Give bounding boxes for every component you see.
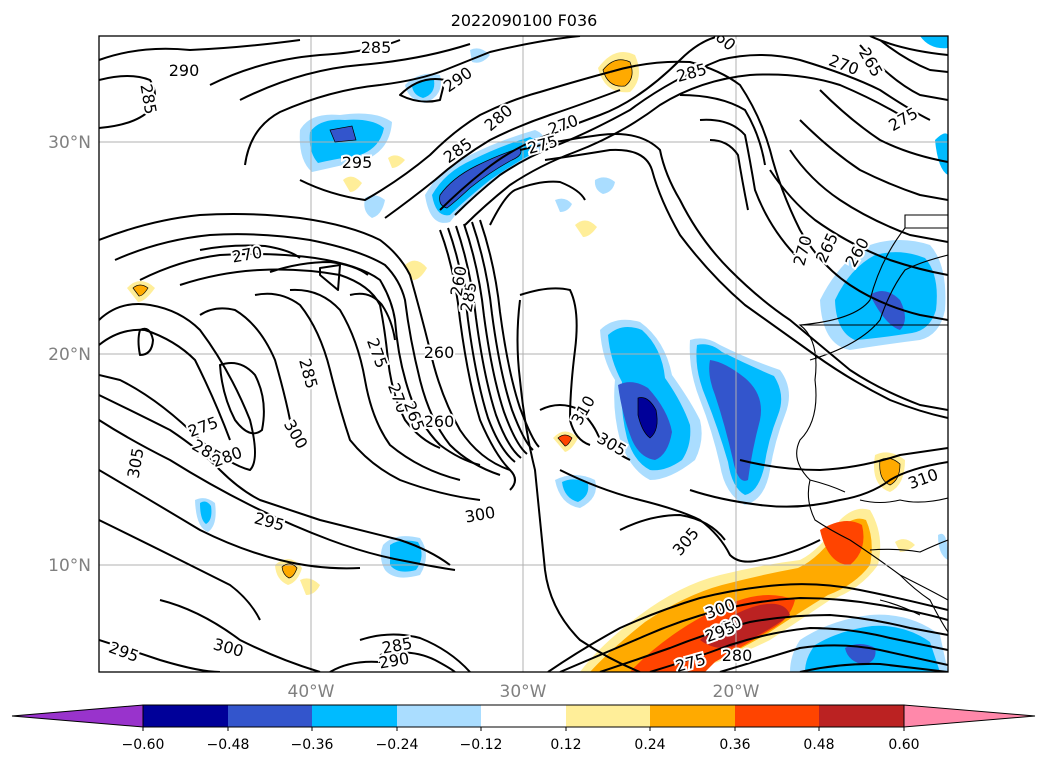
contour-label: 280 — [722, 646, 753, 665]
lat-label: 20°N — [48, 345, 91, 365]
lat-labels: 30°N 20°N 10°N — [48, 133, 91, 576]
lon-label: 20°W — [713, 682, 760, 702]
colorbar: −0.60 −0.48 −0.36 −0.24 −0.12 0.12 0.24 … — [11, 704, 1036, 753]
colorbar-extend-high — [903, 704, 1036, 728]
lat-label: 10°N — [48, 556, 91, 576]
colorbar-tick-labels: −0.60 −0.48 −0.36 −0.24 −0.12 0.12 0.24 … — [122, 737, 920, 753]
colorbar-segment — [228, 705, 312, 727]
colorbar-extend-low — [11, 704, 144, 728]
contour-lines — [99, 36, 948, 672]
colorbar-tick-label: 0.60 — [888, 737, 919, 753]
colorbar-segment — [819, 705, 904, 727]
map-area: 285 290 285 290 285 280 270 275 285 60 2… — [99, 36, 948, 672]
contour-label: 260 — [424, 343, 455, 362]
lat-label: 30°N — [48, 133, 91, 153]
contour-label: 285 — [361, 38, 392, 57]
colorbar-tick-label: 0.36 — [719, 737, 750, 753]
lon-label: 30°W — [500, 682, 547, 702]
contour-label: 260 — [424, 412, 455, 431]
colorbar-ticks — [142, 727, 905, 731]
colorbar-segment — [650, 705, 735, 727]
colorbar-tick-label: 0.48 — [803, 737, 834, 753]
colorbar-tick-label: −0.36 — [291, 737, 334, 753]
colorbar-segment — [143, 705, 228, 727]
colorbar-tick-label: 0.24 — [634, 737, 665, 753]
contour-label: 290 — [169, 61, 200, 80]
colorbar-tick-label: −0.48 — [207, 737, 250, 753]
colorbar-segment — [481, 705, 566, 727]
map-frame — [98, 35, 949, 673]
colorbar-tick-label: −0.12 — [460, 737, 503, 753]
graticule — [99, 36, 948, 672]
lon-labels: 40°W 30°W 20°W — [288, 682, 760, 702]
colorbar-tick-label: −0.60 — [122, 737, 165, 753]
colorbar-segment — [735, 705, 819, 727]
shaded-fields — [127, 36, 948, 672]
coastlines — [796, 214, 948, 633]
colorbar-segment — [566, 705, 650, 727]
colorbar-tick-label: 0.12 — [550, 737, 581, 753]
colorbar-segment — [312, 705, 397, 727]
colorbar-segment — [397, 705, 481, 727]
figure-title: 2022090100 F036 — [451, 11, 598, 30]
contour-label: 295 — [342, 153, 373, 172]
lon-label: 40°W — [288, 682, 335, 702]
shade-outlines — [132, 59, 901, 579]
colorbar-tick-label: −0.24 — [376, 737, 419, 753]
